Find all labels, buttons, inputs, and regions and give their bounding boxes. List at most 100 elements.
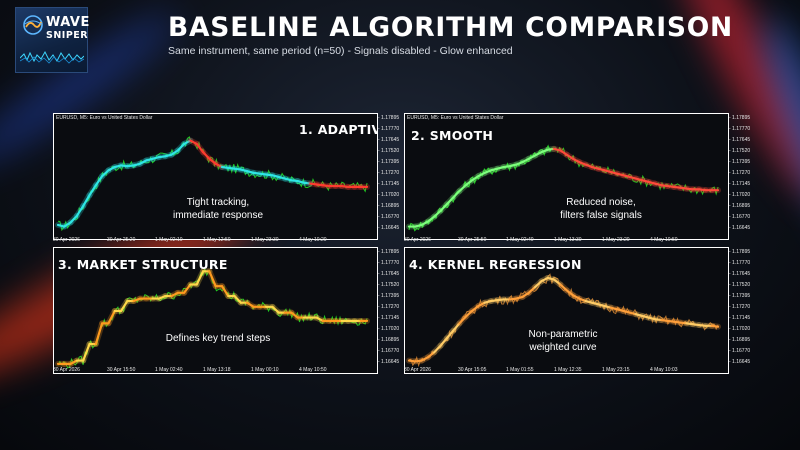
baseline-segment (527, 154, 537, 160)
baseline-segment (183, 283, 192, 294)
baseline-segment (458, 315, 467, 325)
y-tick-label: - 1.17770 (729, 260, 751, 266)
brand-logo: WAVE SNIPER (15, 7, 90, 73)
y-tick-label: - 1.17770 (378, 260, 400, 266)
x-tick-label: 30 Apr 2026 (404, 367, 431, 373)
baseline-segment (157, 295, 167, 300)
logo-wave-text: WAVE (46, 15, 90, 30)
chart-smooth-plot (405, 114, 728, 239)
baseline-segment (521, 291, 530, 299)
y-tick-label: - 1.17895 (378, 115, 400, 121)
y-axis-market-structure: - 1.17895 - 1.17770 - 1.17645 - 1.17520 - 1.… (378, 247, 418, 374)
y-tick-label: - 1.17395 (378, 159, 400, 165)
y-tick-label: - 1.17770 (729, 126, 751, 132)
x-tick-label: 1 May 01:55 (506, 367, 534, 373)
x-tick-label: 30 Apr 25:50 (458, 237, 487, 243)
annotation-line-1: Tight tracking, (186, 197, 250, 208)
y-tick-label: - 1.17395 (729, 159, 751, 165)
y-tick-label: - 1.17770 (378, 126, 400, 132)
baseline-segment (477, 171, 486, 178)
x-axis-adaptive: 30 Apr 2026 30 Apr 25:20 1 May 02:10 1 May … (53, 237, 378, 247)
baseline-segment (445, 196, 455, 206)
x-tick-label: 30 Apr 2026 (53, 367, 80, 373)
x-tick-label: 1 May 02:10 (155, 237, 183, 243)
baseline-segment (515, 161, 524, 166)
x-tick-label: 4 May 10:20 (299, 237, 327, 243)
y-tick-label: - 1.16895 (729, 337, 751, 343)
y-tick-label: - 1.16770 (729, 214, 751, 220)
baseline-segment (88, 184, 97, 197)
y-tick-label: - 1.16895 (378, 337, 400, 343)
baseline-segment (433, 209, 442, 218)
baseline-segment (214, 162, 224, 169)
baseline-segment (470, 175, 480, 182)
x-tick-label: 1 May 02:40 (155, 367, 183, 373)
baseline-segment (82, 342, 91, 362)
baseline-segment (559, 283, 568, 292)
wave-icon (20, 50, 84, 64)
baseline-segment (464, 179, 474, 187)
annotation-line-2: filters false signals (560, 210, 642, 221)
y-tick-label: - 1.17270 (729, 170, 751, 176)
x-tick-label: 1 May 00:10 (251, 367, 279, 373)
y-tick-label: - 1.17020 (378, 192, 400, 198)
baseline-segment (176, 142, 186, 152)
x-tick-label: 1 May 23:30 (251, 237, 279, 243)
chart-panel-adaptive: EURUSD, M5: Euro vs United States Dollar… (53, 113, 378, 240)
annotation-line-2: immediate response (172, 210, 264, 221)
y-tick-label: - 1.17270 (378, 304, 400, 310)
baseline-segment (138, 159, 148, 165)
baseline-segment (565, 153, 575, 160)
baseline-segment (571, 294, 581, 300)
plot-background (405, 114, 728, 239)
page-title: BASELINE ALGORITHM COMPARISON (168, 12, 734, 43)
panel-title-smooth: 2. SMOOTH (411, 128, 494, 143)
y-tick-label: - 1.17395 (729, 293, 751, 299)
y-tick-label: - 1.17270 (378, 170, 400, 176)
baseline-segment (107, 165, 116, 172)
x-tick-label: 1 May 23:15 (602, 367, 630, 373)
x-tick-label: 4 May 10:03 (650, 367, 678, 373)
plot-background (54, 114, 377, 239)
chart-panel-kernel-regression: 4. KERNEL REGRESSION Non-parametric weig… (404, 247, 729, 374)
y-axis-adaptive: - 1.17895 - 1.17770 - 1.17645 - 1.17520 - 1.… (378, 113, 418, 240)
y-tick-label: - 1.16895 (729, 203, 751, 209)
annotation-market-structure: Defines key trend steps (148, 332, 288, 345)
baseline-segment (201, 151, 211, 160)
y-axis-kernel-regression: - 1.17895 - 1.17770 - 1.17645 - 1.17520 - 1.… (729, 247, 769, 374)
y-tick-label: - 1.17145 (378, 315, 400, 321)
chart-adaptive-plot (54, 114, 377, 239)
y-axis-smooth: - 1.17895 - 1.17770 - 1.17645 - 1.17520 - 1.… (729, 113, 769, 240)
y-tick-label: - 1.17020 (729, 326, 751, 332)
baseline-segment (119, 299, 129, 313)
x-tick-label: 30 Apr 25:20 (107, 237, 136, 243)
baseline-segment (578, 161, 587, 166)
baseline-segment (565, 289, 575, 297)
baseline-segment (69, 359, 78, 365)
baseline-segment (452, 322, 461, 332)
baseline-segment (63, 221, 72, 228)
plot-background (405, 248, 728, 373)
baseline-segment (132, 297, 142, 303)
y-tick-label: - 1.17645 (378, 137, 400, 143)
chart-panel-smooth: EURUSD, M5: Euro vs United States Dollar… (404, 113, 729, 240)
baseline-segment (82, 194, 91, 207)
x-tick-label: 30 Apr 15:05 (458, 367, 487, 373)
panel-title-market-structure: 3. MARKET STRUCTURE (58, 257, 228, 272)
baseline-segment (101, 169, 110, 178)
y-tick-label: - 1.16770 (729, 348, 751, 354)
baseline-segment (527, 285, 537, 294)
baseline-segment (439, 337, 448, 347)
baseline-segment (540, 148, 549, 154)
y-tick-label: - 1.16645 (378, 359, 400, 365)
baseline-segment (107, 309, 116, 325)
y-tick-label: - 1.17020 (729, 192, 751, 198)
baseline-segment (433, 344, 442, 354)
y-tick-label: - 1.17645 (729, 137, 751, 143)
baseline-segment (552, 278, 562, 286)
annotation-kernel-regression: Non-parametric weighted curve (503, 328, 623, 354)
y-tick-label: - 1.17145 (378, 181, 400, 187)
y-tick-label: - 1.17395 (378, 293, 400, 299)
y-tick-label: - 1.17895 (378, 249, 400, 255)
baseline-segment (439, 203, 448, 212)
